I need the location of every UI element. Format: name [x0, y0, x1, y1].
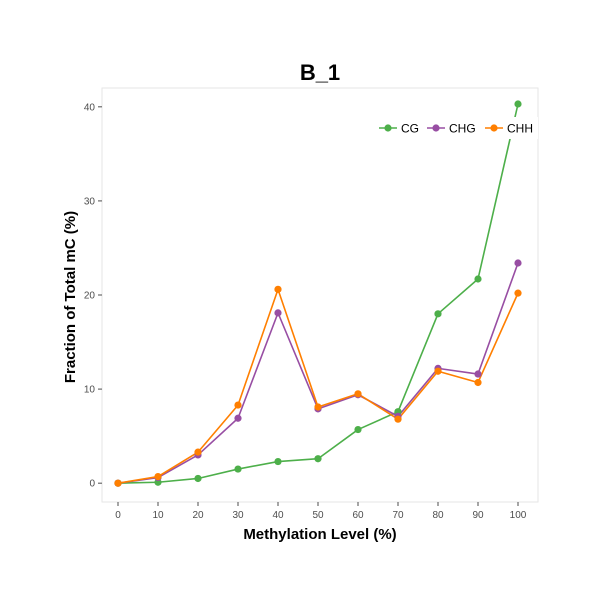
data-point-chg [234, 414, 242, 422]
x-tick-label: 60 [352, 510, 364, 521]
data-point-chh [194, 448, 202, 456]
data-point-chg [274, 309, 282, 317]
x-tick-label: 70 [392, 510, 404, 521]
legend: CG CHG CHH [372, 117, 538, 139]
data-point-cg [354, 425, 362, 434]
series-lines [117, 103, 519, 484]
plot-panel [101, 87, 539, 503]
x-tick-label: 10 [152, 510, 164, 521]
series-line-cg [117, 103, 519, 484]
y-axis-label: Fraction of Total mC (%) [62, 211, 79, 383]
y-tick-label: 0 [89, 479, 95, 490]
x-tick-label: 100 [510, 510, 527, 521]
legend-label-chg: CHG [449, 122, 476, 136]
data-point-cg [194, 474, 202, 483]
plot-area: 0 10 20 30 40 50 60 70 80 90 100 0 10 20 30 40 [84, 87, 539, 521]
y-tick-label: 10 [84, 385, 96, 396]
data-point-cg [234, 465, 242, 473]
data-point-chh [314, 403, 322, 411]
data-point-cg [314, 455, 322, 463]
data-point-cg [274, 457, 282, 466]
data-point-chh [474, 378, 482, 387]
x-tick-label: 80 [432, 510, 444, 521]
data-point-chh [114, 479, 122, 487]
data-point-chh [434, 367, 442, 375]
series-line-chh [117, 288, 519, 484]
data-point-chg [474, 370, 482, 378]
x-tick-label: 20 [192, 510, 204, 521]
x-tick-label: 90 [472, 510, 484, 521]
data-point-chh [394, 415, 402, 423]
data-point-chh [274, 285, 282, 293]
chart-title: B_1 [300, 60, 340, 85]
y-axis: 0 10 20 30 40 [84, 102, 102, 490]
data-point-chh [514, 289, 522, 297]
data-point-cg [474, 275, 482, 283]
x-tick-label: 40 [272, 510, 284, 521]
data-point-chh [234, 401, 242, 409]
legend-marker-chg [432, 124, 440, 132]
y-tick-label: 20 [84, 291, 96, 302]
x-axis-label: Methylation Level (%) [243, 526, 396, 543]
data-point-chh [354, 390, 362, 398]
y-tick-label: 40 [84, 102, 96, 113]
legend-background [372, 117, 538, 139]
x-axis: 0 10 20 30 40 50 60 70 80 90 100 [115, 502, 527, 521]
x-tick-label: 0 [115, 510, 121, 521]
data-point-chh [154, 472, 162, 481]
series-points [114, 100, 522, 487]
legend-label-cg: CG [401, 122, 419, 136]
legend-marker-chh [490, 124, 498, 132]
x-tick-label: 30 [232, 510, 244, 521]
data-point-cg [434, 310, 442, 318]
legend-label-chh: CHH [507, 122, 533, 136]
x-tick-label: 50 [312, 510, 324, 521]
data-point-cg [514, 100, 522, 108]
legend-marker-cg [384, 124, 392, 132]
y-tick-label: 30 [84, 196, 96, 207]
data-point-chg [514, 259, 522, 267]
